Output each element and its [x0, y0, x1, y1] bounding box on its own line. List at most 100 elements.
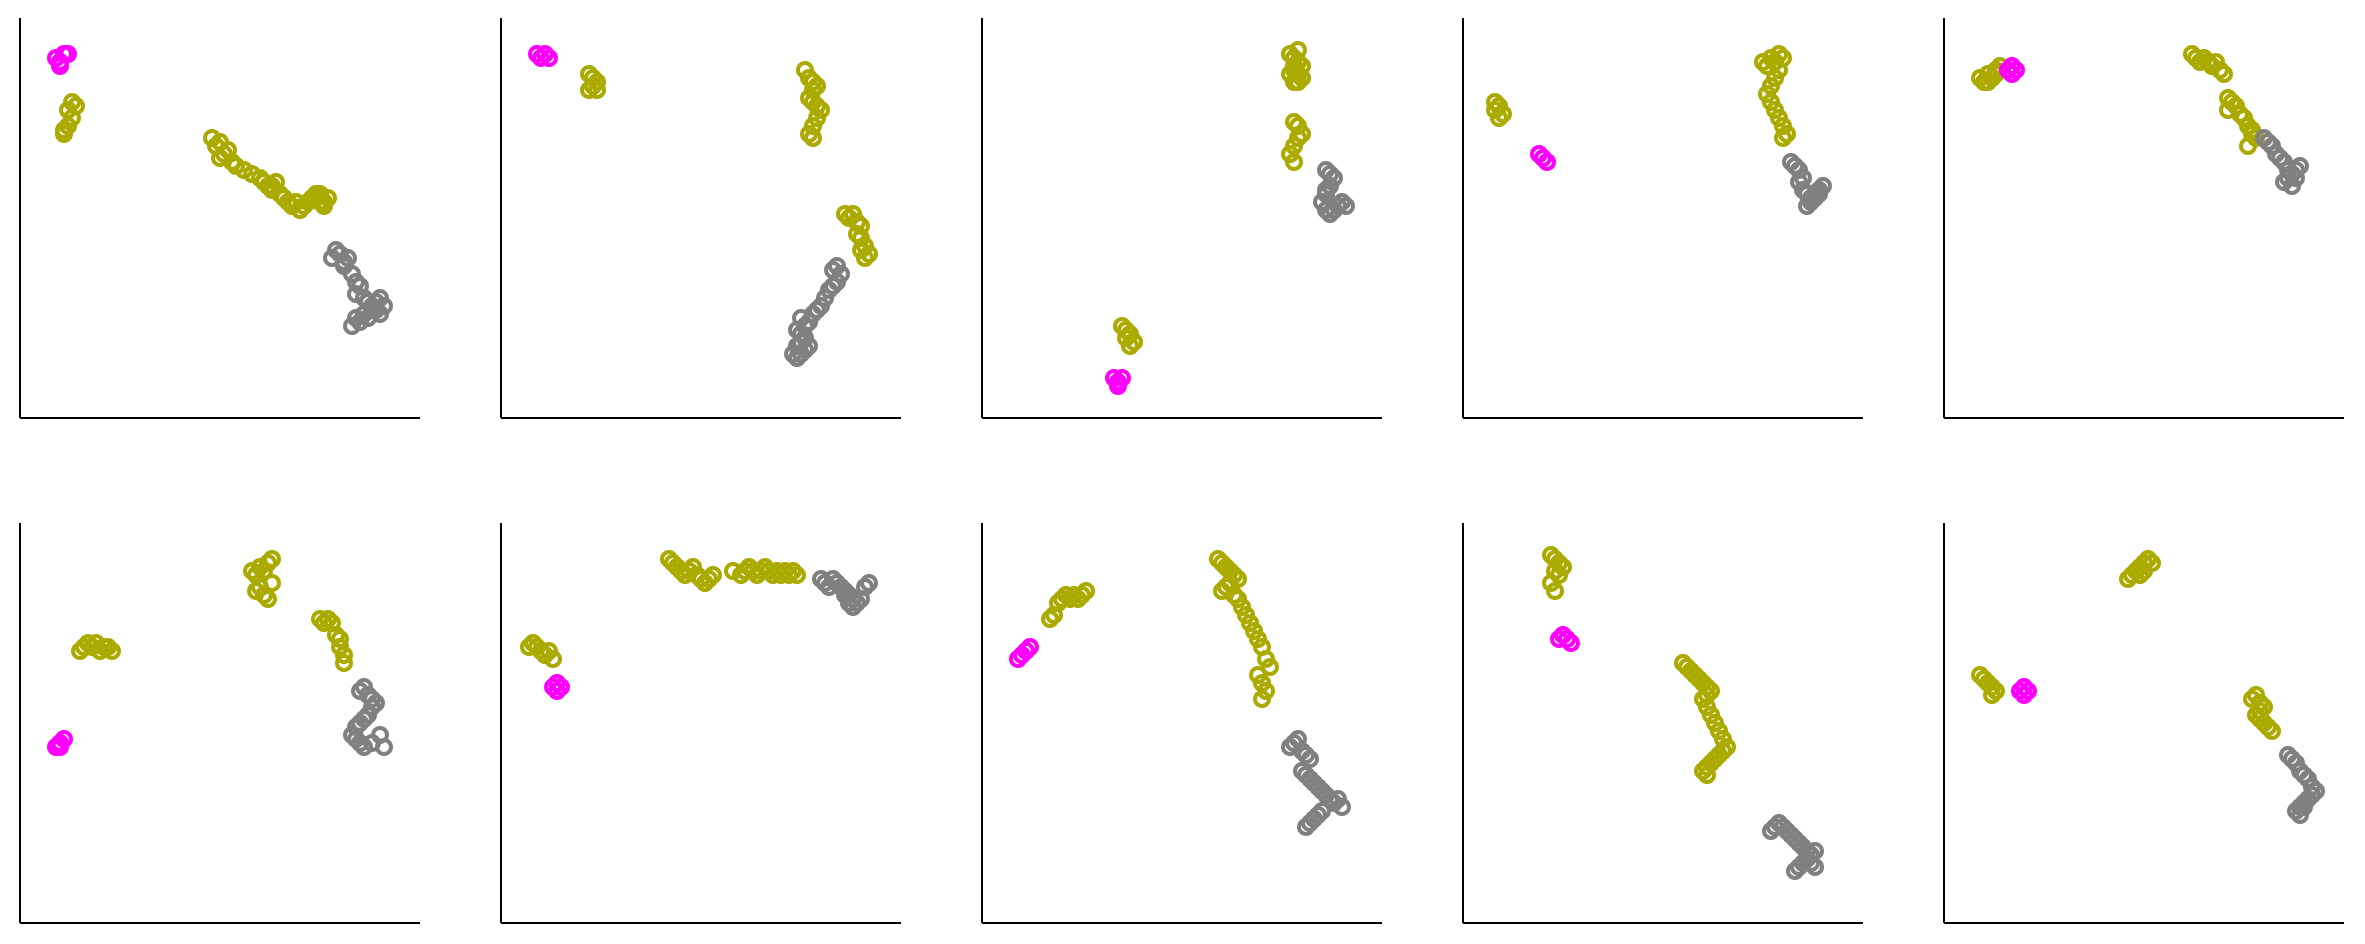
- scatter-point: [788, 337, 806, 355]
- scatter-point: [588, 81, 606, 99]
- scatter-point: [99, 638, 117, 656]
- scatter-point: [548, 674, 566, 692]
- series-2: [55, 93, 85, 143]
- scatter-point: [848, 225, 866, 243]
- series-3: [1754, 45, 1796, 147]
- series-4: [311, 610, 353, 672]
- scatter-point: [1261, 658, 1279, 676]
- scatter-point: [351, 714, 369, 732]
- scatter-point: [59, 45, 77, 63]
- scatter-point: [51, 57, 69, 75]
- series-5: [784, 257, 850, 367]
- scatter-point: [2283, 750, 2301, 768]
- scatter-point: [1293, 125, 1311, 143]
- scatter-point: [848, 594, 866, 612]
- scatter-point: [836, 205, 854, 223]
- scatter-point: [1297, 746, 1315, 764]
- scatter-point: [804, 129, 822, 147]
- scatter-point: [2015, 678, 2033, 696]
- scatter-point: [2199, 53, 2217, 71]
- scatter-point: [2131, 566, 2149, 584]
- scatter-point: [1253, 690, 1271, 708]
- scatter-point: [1109, 377, 1127, 395]
- scatter-panel-3: [981, 18, 1382, 419]
- scatter-panel-7: [500, 523, 901, 924]
- scatter-point: [263, 550, 281, 568]
- scatter-point: [844, 598, 862, 616]
- scatter-panel-4: [1462, 18, 1863, 419]
- series-3: [660, 550, 722, 592]
- scatter-point: [259, 554, 277, 572]
- scatter-point: [1698, 758, 1716, 776]
- scatter-point: [103, 642, 121, 660]
- series-2: [1041, 582, 1095, 628]
- series-1: [1281, 41, 1311, 91]
- series-3: [203, 129, 337, 219]
- scatter-point: [259, 590, 277, 608]
- scatter-point: [1289, 41, 1307, 59]
- scatter-point: [343, 317, 361, 335]
- scatter-panel-1: [19, 18, 420, 419]
- scatter-point: [1806, 858, 1824, 876]
- scatter-point: [536, 45, 554, 63]
- scatter-panel-5: [1943, 18, 2344, 419]
- scatter-point: [315, 614, 333, 632]
- scatter-point: [1321, 790, 1339, 808]
- scatter-point: [1021, 638, 1039, 656]
- series-3: [1674, 654, 1736, 784]
- scatter-point: [1486, 101, 1504, 119]
- series-4: [323, 241, 393, 335]
- series-3: [796, 61, 830, 147]
- scatter-point: [319, 610, 337, 628]
- scatter-point: [804, 73, 822, 91]
- scatter-point: [1325, 201, 1343, 219]
- scatter-panel-10: [1943, 523, 2344, 924]
- scatter-point: [1297, 818, 1315, 836]
- scatter-point: [1317, 181, 1335, 199]
- series-1: [1009, 638, 1039, 668]
- series-2: [1999, 57, 2025, 83]
- scatter-point: [1786, 862, 1804, 880]
- scatter-point: [279, 193, 297, 211]
- scatter-point: [1774, 129, 1792, 147]
- scatter-point: [1301, 814, 1319, 832]
- scatter-point: [1979, 73, 1997, 91]
- scatter-point: [2135, 562, 2153, 580]
- scatter-panel-9: [1462, 523, 1863, 924]
- scatter-point: [856, 578, 874, 596]
- scatter-point: [808, 77, 826, 95]
- scatter-point: [1802, 193, 1820, 211]
- series-3: [243, 550, 281, 608]
- scatter-point: [2003, 57, 2021, 75]
- series-3: [1313, 161, 1355, 223]
- scatter-point: [1987, 682, 2005, 700]
- scatter-panel-8: [981, 523, 1382, 924]
- scatter-point: [1285, 153, 1303, 171]
- scatter-point: [315, 193, 333, 211]
- scatter-point: [1285, 57, 1303, 75]
- scatter-point: [792, 333, 810, 351]
- scatter-point: [1786, 157, 1804, 175]
- scatter-point: [1802, 854, 1820, 872]
- series-2: [580, 65, 606, 99]
- scatter-point: [1562, 634, 1580, 652]
- scatter-point: [1041, 610, 1059, 628]
- scatter-point: [852, 241, 870, 259]
- series-4: [836, 205, 878, 267]
- scatter-panel-2: [500, 18, 901, 419]
- scatter-point: [2263, 722, 2281, 740]
- series-4: [1113, 317, 1143, 355]
- scatter-point: [1329, 197, 1347, 215]
- series-4: [2255, 129, 2309, 195]
- scatter-point: [544, 678, 562, 696]
- scatter-point: [2011, 682, 2029, 700]
- scatter-point: [1999, 61, 2017, 79]
- scatter-point: [1333, 798, 1351, 816]
- scatter-point: [2019, 682, 2037, 700]
- series-4: [1762, 814, 1824, 880]
- scatter-point: [1798, 197, 1816, 215]
- scatter-point: [255, 586, 273, 604]
- scatter-point: [211, 149, 229, 167]
- scatter-point: [800, 125, 818, 143]
- series-4: [1281, 730, 1351, 836]
